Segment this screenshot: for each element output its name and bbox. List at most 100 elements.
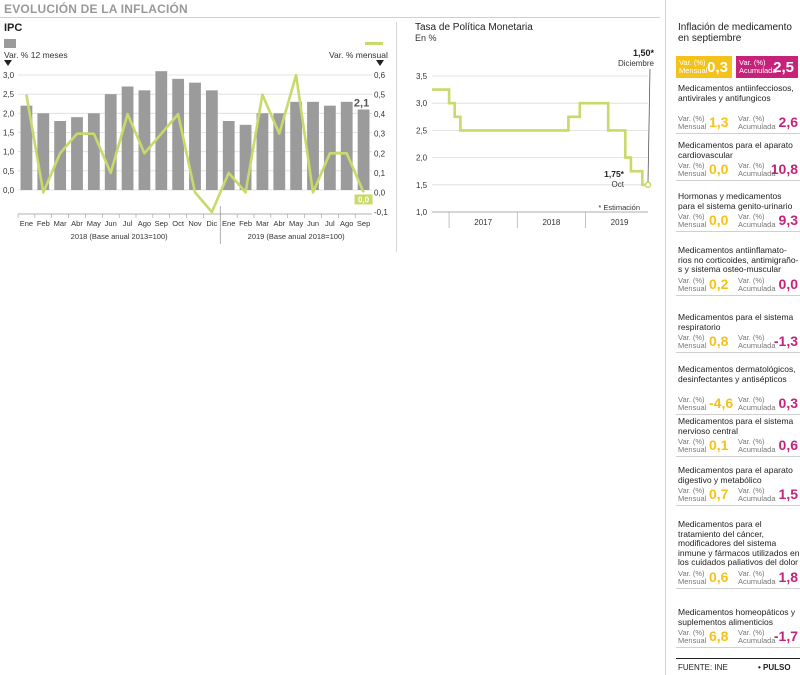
x-tick-label: Jul	[123, 219, 133, 228]
ipc-bar	[290, 101, 303, 190]
tpm-title: Tasa de Política Monetaria	[415, 22, 533, 33]
x-tick-label: Feb	[239, 219, 252, 228]
mensual-sub-label: Var. (%) Mensual	[678, 628, 707, 646]
item-divider	[676, 456, 800, 458]
ipc-bar	[87, 113, 100, 190]
acumulada-sub-label: Var. (%) Acumulada	[738, 569, 776, 586]
acumulada-sub-label: Var. (%) Acumulada	[738, 333, 776, 351]
x-tick-label: Sep	[357, 219, 370, 228]
x-tick-label: Feb	[37, 219, 50, 228]
mensual-value: 0,6	[709, 569, 729, 585]
acumulada-value: 9,3	[778, 212, 798, 229]
tpm-y-tick: 3,5	[416, 72, 428, 81]
tpm-x-tick-label: 2018	[542, 218, 560, 227]
x-tick-label: Mar	[256, 219, 269, 228]
legend-right-arrow	[376, 60, 384, 66]
last-line-label-bg	[354, 194, 373, 205]
x-tick-label: May	[289, 219, 303, 228]
mensual-sub-label: Var. (%) Mensual	[678, 275, 707, 293]
tpm-annotation-line	[647, 68, 651, 182]
y-left-tick: 1,0	[3, 148, 15, 157]
mensual-value: 0,0	[709, 212, 729, 229]
y-left-tick: 3,0	[3, 71, 15, 80]
acumulada-sub-label: Var. (%) Acumulada	[738, 161, 776, 179]
mensual-sub-label: Var. (%) Mensual	[678, 113, 707, 131]
summary-mensual-value: 0,3	[707, 59, 728, 76]
acumulada-value: 2,6	[778, 113, 798, 130]
x-tick-label: Mar	[54, 219, 67, 228]
last-bar-label: 2,1	[354, 98, 369, 110]
acumulada-value: 10,8	[770, 161, 798, 178]
ipc-bar	[239, 124, 252, 190]
acumulada-value: 1,8	[778, 569, 798, 585]
period-2018-label: 2018 (Base anual 2013=100)	[71, 232, 168, 241]
item-divider	[676, 413, 800, 415]
ipc-line	[25, 73, 365, 214]
medication-name: Medicamentos para el aparato cardiovascu…	[678, 140, 793, 160]
legend-left-arrow	[4, 60, 12, 66]
mensual-sub-label: Var. (%) Mensual	[678, 437, 707, 455]
tpm-end-marker	[644, 181, 652, 189]
y-left-tick: 2,0	[3, 109, 15, 118]
x-tick-label: Oct	[172, 219, 185, 228]
y-left-tick: 2,5	[3, 90, 15, 99]
y-right-tick: 0,3	[374, 130, 386, 139]
ipc-chart: 3,0 2,5 2,0 1,5 1,0 0,5 0,0 0,6 0,5 0,4 0,3 0,2 0,1 0…	[3, 60, 388, 244]
tpm-subtitle: En %	[415, 33, 437, 43]
y-right-tick: 0,1	[374, 169, 386, 178]
item-divider	[676, 132, 800, 134]
summary-mensual-box: Var. (%) Mensual 0,3	[676, 56, 732, 78]
ipc-bar	[205, 90, 218, 190]
ipc-bar	[71, 117, 83, 190]
ipc-bar	[104, 94, 117, 190]
tpm-y-tick: 3,0	[416, 99, 428, 108]
x-tick-label: Jul	[325, 219, 335, 228]
y-left-tick: 1,5	[3, 129, 15, 138]
legend-bars-label: Var. % 12 meses	[4, 50, 68, 60]
tpm-annotation-bot-value: 1,75*	[604, 169, 625, 179]
tpm-line	[432, 88, 648, 187]
x-tick-label: Nov	[188, 219, 202, 228]
acumulada-sub-label: Var. (%) Acumulada	[738, 486, 776, 504]
item-divider	[676, 294, 800, 296]
x-tick-label: Sep	[155, 219, 168, 228]
medication-name: Medicamentos para el sistema respiratori…	[678, 312, 794, 332]
summary-acumulada-value: 2,5	[773, 59, 794, 76]
item-divider	[676, 180, 800, 182]
brand-label: • PULSO	[758, 663, 791, 672]
x-tick-label: Ene	[222, 219, 235, 228]
chart-divider	[396, 22, 397, 252]
x-tick-label: Abr	[273, 219, 285, 228]
acumulada-value: 0,0	[778, 275, 798, 292]
tpm-annotation-top-value: 1,50*	[633, 48, 655, 58]
item-divider	[676, 588, 800, 589]
acumulada-sub-label: Var. (%) Acumulada	[738, 628, 776, 646]
column-divider	[665, 0, 666, 675]
item-divider	[676, 505, 800, 507]
mensual-sub-label: Var. (%) Mensual	[678, 569, 707, 586]
tpm-y-tick: 2,0	[416, 154, 428, 163]
period-2019-label: 2019 (Base anual 2018=100)	[248, 232, 345, 241]
mensual-sub-label: Var. (%) Mensual	[678, 394, 707, 412]
tpm-footnote: * Estimación	[598, 203, 640, 212]
medication-name: Medicamentos antiinfecciosos, antivirale…	[678, 83, 794, 103]
mensual-value: 0,1	[709, 437, 729, 454]
acumulada-value: 1,5	[778, 486, 798, 503]
mensual-sub-label: Var. (%) Mensual	[678, 333, 707, 351]
summary-acumulada-box: Var. (%) Acumulada 2,5	[736, 56, 798, 78]
summary-acumulada-label: Var. (%) Acumulada	[739, 58, 777, 75]
x-tick-label: Ago	[138, 219, 151, 228]
tpm-annotation-top-label: Diciembre	[618, 59, 655, 68]
medication-name: Medicamentos dermatológicos, desinfectan…	[678, 364, 796, 384]
mensual-value: 0,2	[709, 275, 729, 292]
tpm-chart: 3,5 3,0 2,5 2,0 1,5 1,0 2017 2018 2019 1,50*Dicie…	[416, 48, 655, 228]
acumulada-value: -1,3	[773, 333, 798, 350]
page-title: EVOLUCIÓN DE LA INFLACIÓN	[4, 2, 188, 16]
medication-name: Medicamentos antiinflamato-rios no corti…	[678, 245, 799, 275]
tpm-y-tick: 1,5	[416, 181, 428, 190]
mensual-value: 1,3	[709, 113, 729, 130]
acumulada-sub-label: Var. (%) Acumulada	[738, 394, 776, 412]
tpm-x-tick-label: 2017	[474, 218, 492, 227]
acumulada-sub-label: Var. (%) Acumulada	[738, 437, 776, 455]
item-divider	[676, 647, 800, 649]
